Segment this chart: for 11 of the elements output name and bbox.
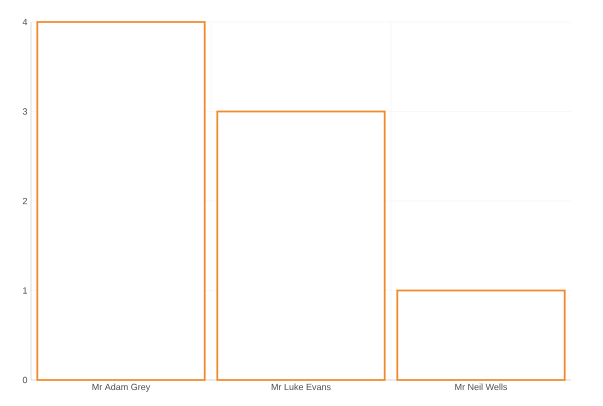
x-tick-label: Mr Neil Wells: [455, 384, 508, 390]
y-tick-label: 3: [22, 108, 28, 115]
x-tick-label: Mr Luke Evans: [272, 384, 331, 390]
y-tick-label: 1: [23, 287, 28, 294]
x-tick-label: Mr Adam Grey: [92, 384, 150, 392]
y-tick-label: 0: [22, 376, 28, 384]
bar: [36, 21, 206, 381]
bar: [216, 110, 386, 381]
y-tick-label: 4: [22, 18, 28, 26]
bar: [396, 290, 566, 381]
y-tick-label: 2: [22, 198, 28, 204]
